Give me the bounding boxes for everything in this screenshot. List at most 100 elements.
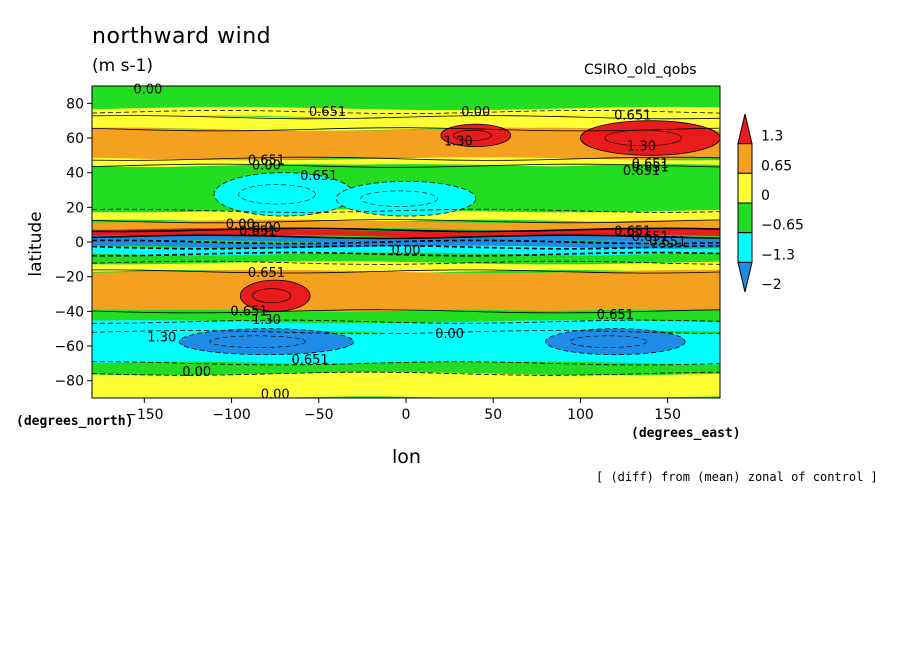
model-label: CSIRO_old_qobs	[584, 62, 697, 78]
contour-line	[91, 163, 721, 168]
y-axis-unit: (degrees_north)	[16, 414, 134, 429]
colorbar-swatch	[737, 113, 753, 145]
y-tick-label: −60	[54, 339, 84, 355]
colorbar-swatch	[737, 202, 753, 234]
contour-label: 0.651	[597, 308, 634, 323]
colorbar-swatch	[737, 232, 753, 263]
contour-cell-inner	[238, 184, 316, 205]
contour-label: 1.30	[627, 140, 656, 155]
x-axis-unit: (degrees_east)	[631, 426, 741, 441]
colorbar-swatch	[737, 143, 753, 174]
x-tick-label: −50	[304, 407, 334, 423]
contour-line	[91, 109, 721, 115]
x-axis-label: lon	[392, 446, 421, 468]
colorbar: 1.3 0.65 0 −0.65 −1.3 −2	[737, 113, 804, 293]
contour-cell	[335, 180, 477, 217]
y-tick-label: 60	[66, 131, 84, 147]
contour-line	[92, 319, 721, 324]
contour-cell	[545, 328, 686, 356]
contour-label: 0.651	[649, 235, 686, 250]
axes: −150 −100 −50 0 50 100 150 80 60 40 20 0 −20 −40 −60 −8…	[54, 85, 721, 423]
contour-band	[92, 115, 720, 131]
x-tick-label: −100	[212, 407, 250, 423]
contour-line	[91, 330, 721, 335]
contour-line	[91, 244, 721, 250]
contour-cell-inner	[252, 288, 292, 304]
colorbar-label: 0	[761, 188, 770, 204]
contour-cell-inner	[569, 335, 648, 348]
x-tick-label: 0	[402, 407, 411, 423]
contour-band	[92, 106, 720, 119]
contour-label: 0.651	[230, 304, 267, 319]
contour-lines	[91, 109, 721, 376]
contour-label: 0.00	[252, 159, 281, 174]
contour-label: 0.00	[182, 365, 211, 380]
contour-label: 0.651	[614, 225, 651, 240]
contour-label: 0.651	[300, 169, 337, 184]
colorbar-label: −2	[761, 277, 782, 293]
contour-label: 0.651	[623, 164, 660, 179]
x-tick-label: 150	[654, 407, 681, 423]
y-tick-label: 0	[75, 235, 84, 251]
contour-label: 0.651	[248, 266, 285, 281]
contour-line	[92, 251, 721, 257]
contour-band	[92, 269, 720, 313]
contour-label: 0.651	[632, 157, 669, 172]
contour-label: 0.00	[133, 82, 162, 97]
y-tick-label: 40	[66, 166, 84, 182]
contour-line	[91, 219, 721, 224]
chart-title: northward wind	[92, 24, 272, 49]
contour-cell-inner	[360, 190, 438, 207]
x-tick-label: 50	[484, 407, 502, 423]
contour-band	[92, 127, 720, 161]
contour-label: 1.30	[444, 134, 473, 149]
colorbar-label: −1.3	[761, 247, 795, 263]
colorbar-label: −0.65	[761, 218, 804, 234]
contour-line	[91, 239, 721, 245]
footnote: [ (diff) from (mean) zonal of control ]	[596, 470, 878, 484]
contour-line	[91, 115, 721, 120]
contour-line	[91, 208, 721, 213]
contour-label: 0.00	[261, 388, 290, 403]
contour-label: 0.00	[392, 244, 421, 259]
contour-label: 0.00	[252, 221, 281, 236]
colorbar-label: 0.65	[761, 158, 792, 174]
contour-label: 0.00	[435, 327, 464, 342]
y-tick-label: 20	[66, 200, 84, 216]
contour-line	[91, 361, 721, 366]
x-tick-label: 100	[567, 407, 594, 423]
contour-line	[92, 269, 721, 274]
contour-cell-inner	[452, 130, 492, 141]
contour-line	[91, 156, 721, 161]
y-tick-label: −40	[54, 304, 84, 320]
contour-band	[92, 240, 720, 249]
contour-label: 0.651	[248, 154, 285, 169]
contour-label: 1.30	[252, 313, 281, 328]
contour-label: 0.651	[239, 225, 276, 240]
contour-label: 0.651	[309, 105, 346, 120]
y-tick-label: 80	[66, 96, 84, 112]
contour-line	[91, 234, 721, 240]
colorbar-label: 1.3	[761, 129, 783, 145]
x-tick-label: −150	[125, 407, 163, 423]
contour-line	[91, 260, 721, 265]
contour-band	[92, 361, 720, 376]
contour-band	[92, 372, 720, 398]
contour-line	[91, 371, 721, 376]
contour-band	[92, 86, 720, 114]
contour-band	[92, 245, 720, 256]
contour-label: 0.651	[632, 160, 669, 175]
chart-units: (m s-1)	[92, 56, 154, 76]
colorbar-swatch	[737, 261, 753, 293]
contour-label: 0.651	[632, 230, 669, 245]
contour-line	[91, 309, 721, 314]
contour-line	[91, 227, 721, 233]
contour-line	[91, 127, 721, 132]
y-tick-label: −20	[54, 270, 84, 286]
contour-band	[92, 235, 720, 244]
colorbar-swatch	[737, 172, 753, 204]
contour-label: 0.651	[614, 108, 651, 123]
contour-band	[92, 252, 720, 265]
